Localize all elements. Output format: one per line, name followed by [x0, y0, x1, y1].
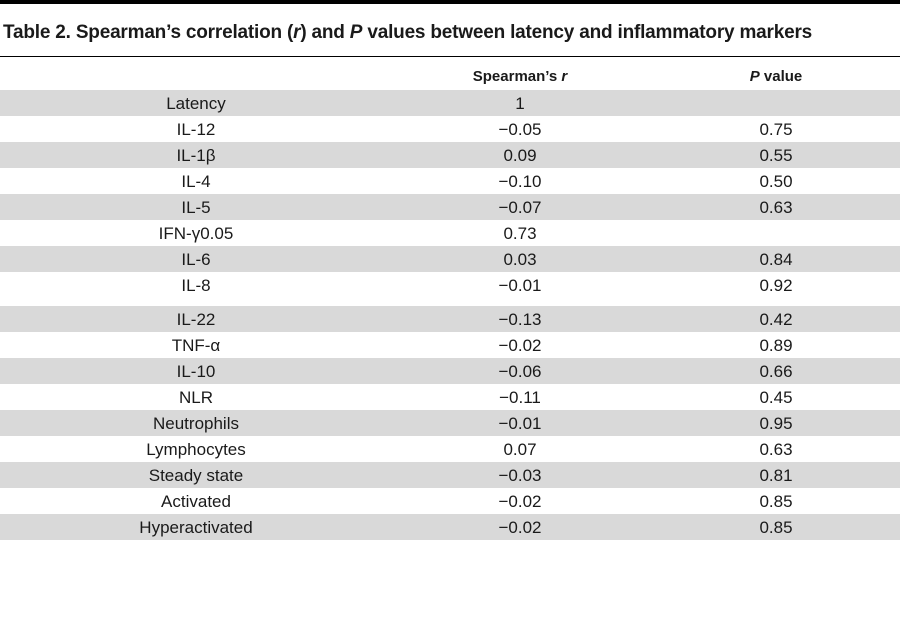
row-r-cell: −0.10: [498, 172, 542, 191]
row-name-cell: Hyperactivated: [139, 518, 253, 537]
title-text-p: P: [349, 22, 363, 43]
row-name-cell: Activated: [161, 492, 231, 511]
row-p-cell: 0.75: [759, 120, 793, 139]
table-row: Steady state −0.03 0.81: [0, 462, 900, 488]
header-p-value: P value: [676, 68, 876, 85]
table-row: IL-22 −0.13 0.42: [0, 306, 900, 332]
header-spearman-r: Spearman’s r: [420, 68, 620, 85]
row-r-cell: −0.07: [498, 198, 542, 217]
table-header: Spearman’s r P value: [0, 68, 900, 90]
row-r-cell: 0.07: [503, 440, 537, 459]
table-row: IFN-γ0.05 0.73: [0, 220, 900, 246]
row-r-cell: −0.01: [498, 414, 542, 433]
table-title: Table 2. Spearman’s correlation (r) and …: [3, 22, 812, 44]
row-p-cell: 0.63: [759, 440, 793, 459]
row-p-cell: 0.92: [759, 276, 793, 295]
header-r-italic: r: [561, 68, 568, 85]
row-p-cell: 0.50: [759, 172, 793, 191]
table-row: Latency 1: [0, 90, 900, 116]
row-r-cell: −0.02: [498, 518, 542, 537]
row-name-cell: IL-8: [181, 276, 211, 295]
table-row: TNF-α −0.02 0.89: [0, 332, 900, 358]
table-row: Lymphocytes 0.07 0.63: [0, 436, 900, 462]
header-r-text: Spearman’s: [472, 68, 562, 85]
table-row: NLR −0.11 0.45: [0, 384, 900, 410]
row-p-cell: 0.85: [759, 492, 793, 511]
row-name-cell: IL-22: [176, 310, 216, 329]
row-r-cell: 1: [515, 94, 525, 113]
row-r-cell: −0.06: [498, 362, 542, 381]
row-r-cell: 0.09: [503, 146, 537, 165]
row-r-cell: −0.05: [498, 120, 542, 139]
row-r-cell: −0.11: [499, 388, 541, 407]
row-r-cell: −0.03: [498, 466, 542, 485]
row-r-cell: −0.01: [498, 276, 542, 295]
row-p-cell: 0.42: [759, 310, 793, 329]
row-p-cell: 0.85: [759, 518, 793, 537]
title-text-2: ) and: [300, 22, 350, 43]
row-p-cell: 0.63: [759, 198, 793, 217]
row-p-cell: 0.95: [759, 414, 793, 433]
row-r-cell: 0.73: [503, 224, 537, 243]
title-rule: [0, 56, 900, 57]
title-text-1: Table 2. Spearman’s correlation (: [3, 22, 294, 43]
table-row: Activated −0.02 0.85: [0, 488, 900, 514]
title-text-3: values between latency and inflammatory …: [362, 22, 813, 43]
row-r-cell: −0.13: [498, 310, 542, 329]
row-name-cell: IFN-γ0.05: [158, 224, 234, 243]
table-row: IL-1β 0.09 0.55: [0, 142, 900, 168]
row-p-cell: 0.55: [759, 146, 793, 165]
table-row: Hyperactivated −0.02 0.85: [0, 514, 900, 540]
row-name-cell: Neutrophils: [153, 414, 239, 433]
row-p-cell: 0.89: [759, 336, 793, 355]
title-text-r: r: [293, 22, 301, 43]
table-row: IL-8 −0.01 0.92: [0, 272, 900, 306]
row-name-cell: IL-10: [176, 362, 216, 381]
row-p-cell: 0.81: [759, 466, 793, 485]
row-name-cell: IL-6: [181, 250, 211, 269]
header-p-text: value: [759, 68, 803, 85]
row-name-cell: Steady state: [148, 466, 244, 485]
row-name-cell: NLR: [178, 388, 213, 407]
row-name-cell: IL-1β: [176, 146, 216, 165]
table-row: Neutrophils −0.01 0.95: [0, 410, 900, 436]
row-name-cell: Latency: [166, 94, 226, 113]
row-name-cell: IL-12: [176, 120, 216, 139]
row-name-cell: TNF-α: [171, 336, 221, 355]
row-name-cell: Lymphocytes: [146, 440, 246, 459]
table-body: Latency 1 IL-12 −0.05 0.75 IL-1β 0.09 0.55 IL-4 −…: [0, 90, 900, 540]
row-r-cell: 0.03: [503, 250, 537, 269]
table-row: IL-12 −0.05 0.75: [0, 116, 900, 142]
row-r-cell: −0.02: [498, 492, 542, 511]
top-rule: [0, 0, 900, 4]
table-row: IL-10 −0.06 0.66: [0, 358, 900, 384]
header-p-italic: P: [749, 68, 760, 85]
table-row: IL-5 −0.07 0.63: [0, 194, 900, 220]
row-p-cell: 0.66: [759, 362, 793, 381]
row-name-cell: IL-5: [181, 198, 211, 217]
row-p-cell: 0.45: [759, 388, 793, 407]
table-row: IL-4 −0.10 0.50: [0, 168, 900, 194]
table-row: IL-6 0.03 0.84: [0, 246, 900, 272]
row-p-cell: 0.84: [759, 250, 793, 269]
row-r-cell: −0.02: [498, 336, 542, 355]
row-name-cell: IL-4: [181, 172, 211, 191]
